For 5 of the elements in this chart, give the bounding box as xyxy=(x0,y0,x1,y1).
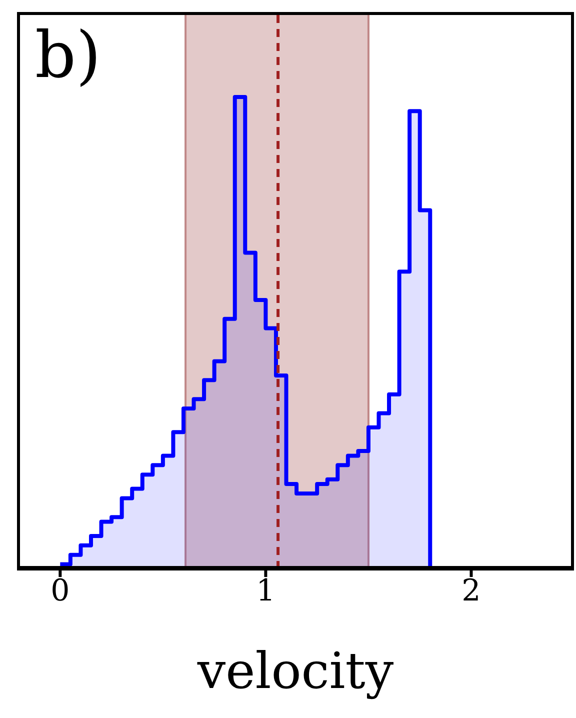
x-tick-label: 2 xyxy=(462,573,481,608)
x-tick-label: 0 xyxy=(50,573,70,608)
x-axis-title: velocity xyxy=(196,642,394,700)
text: b) xyxy=(35,19,101,93)
x-tick-label: 1 xyxy=(256,573,276,608)
